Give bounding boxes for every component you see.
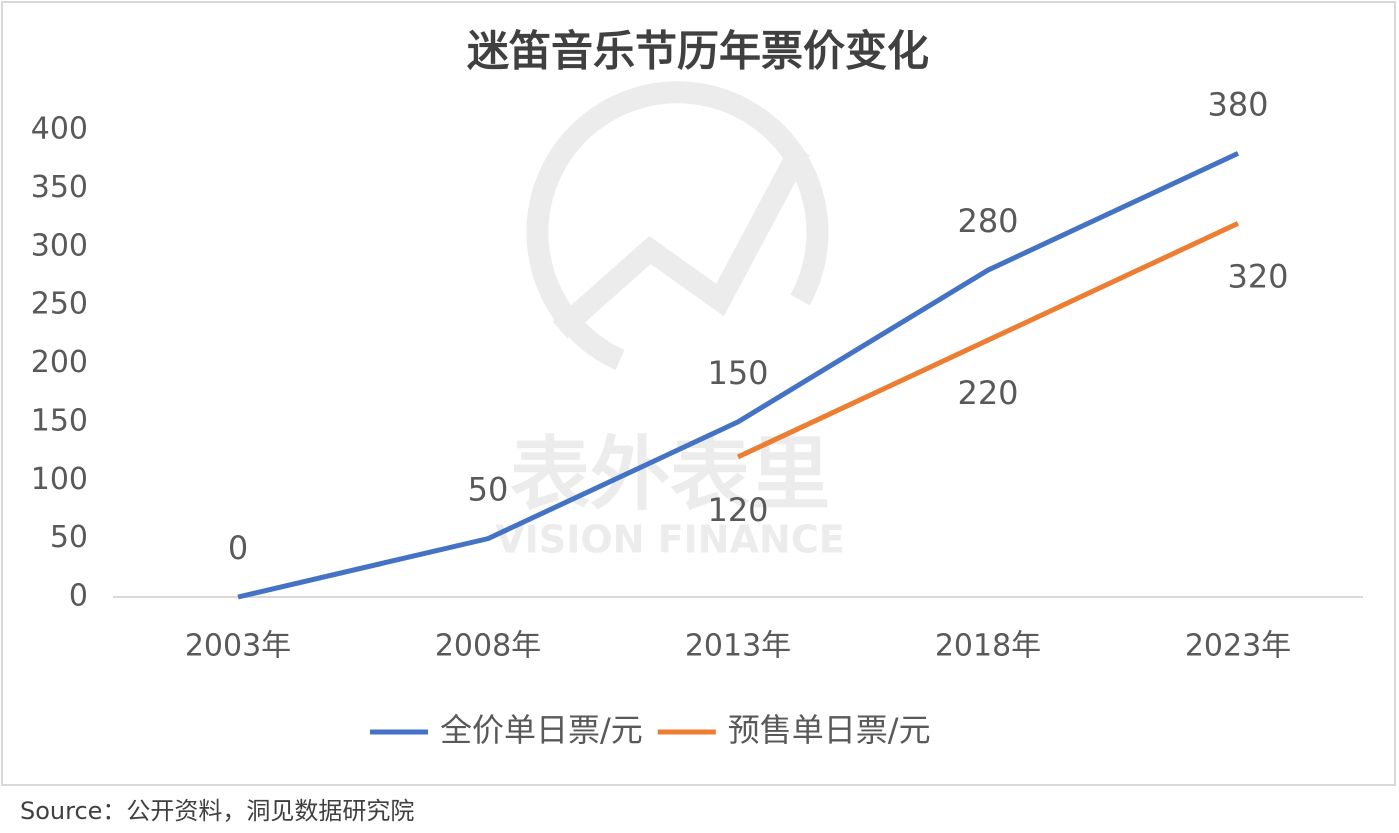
- y-tick-label: 200: [31, 345, 88, 380]
- y-tick-label: 400: [31, 112, 88, 147]
- y-tick-label: 50: [50, 520, 88, 555]
- data-label: 380: [1207, 85, 1268, 123]
- x-tick-label: 2013年: [685, 629, 791, 664]
- legend-label: 全价单日票/元: [440, 711, 643, 749]
- data-label: 220: [957, 374, 1018, 412]
- watermark-text: VISION FINANCE: [495, 518, 844, 562]
- x-tick-label: 2008年: [435, 629, 541, 664]
- source-note: Source：公开资料，洞见数据研究院: [20, 797, 414, 825]
- y-tick-label: 100: [31, 462, 88, 497]
- series-line: [736, 221, 1240, 460]
- data-label: 320: [1227, 257, 1288, 295]
- series-line: [237, 151, 1240, 600]
- y-tick-label: 300: [31, 228, 88, 263]
- y-tick-label: 0: [69, 579, 88, 614]
- chart-frame: [1, 1, 1396, 786]
- watermark-logo: [526, 81, 829, 371]
- data-label: 150: [707, 354, 768, 392]
- x-tick-label: 2023年: [1185, 629, 1291, 664]
- data-label: 280: [957, 202, 1018, 240]
- data-label: 50: [468, 471, 509, 509]
- y-tick-label: 250: [31, 287, 88, 322]
- y-tick-label: 150: [31, 403, 88, 438]
- legend-label: 预售单日票/元: [728, 711, 931, 749]
- chart-title: 迷笛音乐节历年票价变化: [467, 27, 929, 76]
- x-tick-label: 2003年: [185, 629, 291, 664]
- data-label: 0: [228, 529, 248, 567]
- data-label: 120: [707, 491, 768, 529]
- x-tick-label: 2018年: [935, 629, 1041, 664]
- y-tick-label: 350: [31, 170, 88, 205]
